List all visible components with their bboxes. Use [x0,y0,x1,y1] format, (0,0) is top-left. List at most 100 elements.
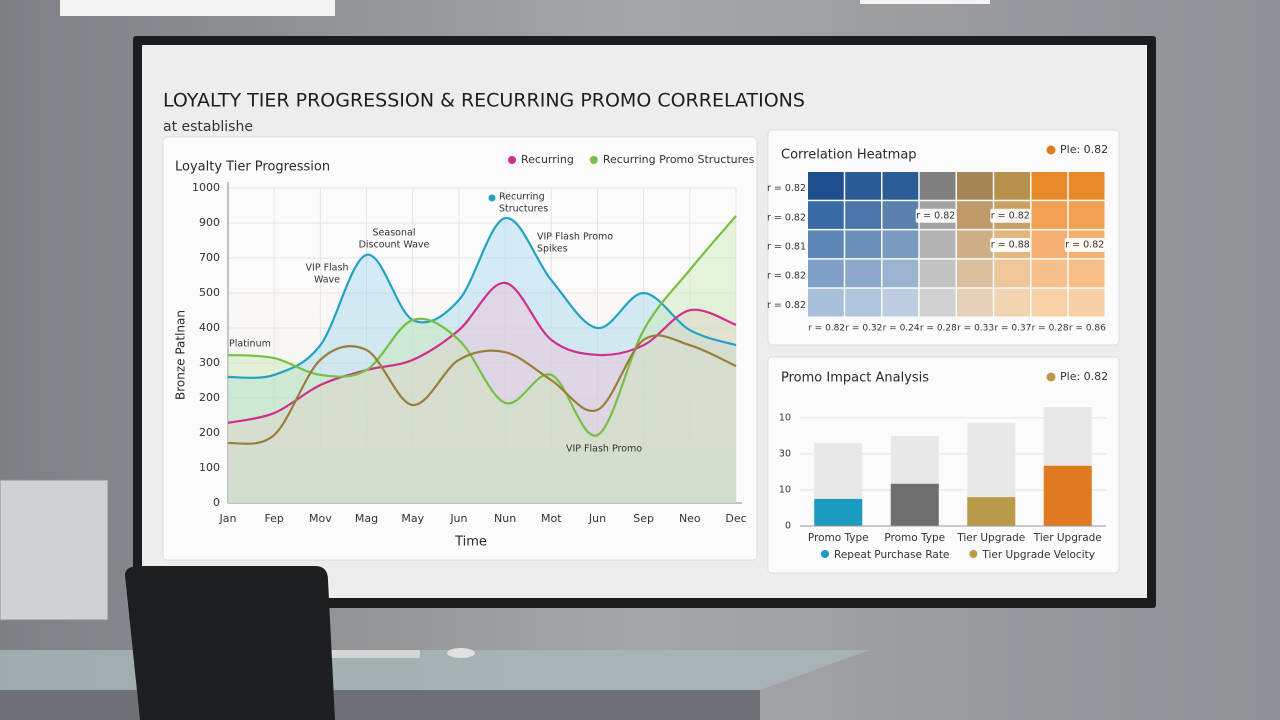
legend-label: Tier Upgrade Velocity [981,549,1095,561]
series-line [227,281,737,424]
heatmap-cell [882,201,919,229]
heatmap-cell [957,201,993,229]
cell-label: r = 0.88 [991,240,1030,251]
chart-title: Loyalty Tier Progression [175,160,330,175]
x-tick-label: Sep [633,512,654,525]
chart-title: Correlation Heatmap [781,148,917,163]
y-tick-label: 0 [785,521,791,532]
cell-label-bg [915,208,956,223]
table-edge [0,690,760,720]
heatmap-cell [919,230,956,259]
heatmap-cell [1031,230,1068,259]
heatmap-cell [1031,201,1068,229]
y-tick-label: 200 [199,426,220,439]
heatmap-cell [1068,288,1105,317]
mouse [447,648,475,658]
y-tick-label: 1000 [192,181,220,194]
cell-label-bg [990,208,1031,223]
x-tick-label: Jun [449,512,467,525]
bar [967,497,1016,526]
heatmap-cell [994,259,1030,288]
x-tick-label: Dec [725,512,746,525]
annotation: Structures [499,204,548,215]
col-label: r = 0.37 [994,324,1031,334]
row-label: r = 0.82 [767,300,806,311]
series-area [228,216,736,503]
heatmap-cell [1031,288,1068,317]
ceiling-light [860,0,990,4]
heatmap-cell [882,230,919,259]
heatmap-cell [808,201,844,229]
bar [890,483,939,526]
x-axis-label: Time [454,535,487,550]
annotation: VIP Flash [306,263,349,274]
heatmap-cell [845,259,881,288]
x-tick-label: Mov [309,512,332,525]
y-tick-label: 30 [779,448,791,459]
heatmap-cell [957,230,993,259]
x-tick-label: Jan [219,512,237,525]
dashboard-title: LOYALTY TIER PROGRESSION & RECURRING PRO… [163,90,805,112]
x-tick-label: May [401,512,424,525]
y-tick-label: 100 [199,461,220,474]
heatmap-cell [882,259,919,288]
col-label: r = 0.28 [920,324,957,334]
legend-label: Ple: 0.82 [1060,370,1108,383]
heatmap-cell [882,172,919,200]
heatmap-cell [808,259,844,288]
annotation: VIP Flash Promo [566,444,642,455]
heatmap-cell [1068,259,1105,288]
x-tick-label: Fep [264,512,283,525]
area-base [228,288,736,503]
series-line [227,215,737,437]
col-label: r = 0.28 [1032,324,1069,334]
y-tick-label: 0 [213,496,220,509]
col-label: r = 0.82 [808,324,845,334]
y-tick-label: 700 [199,251,220,264]
row-label: r = 0.82 [767,271,806,282]
legend-swatch [969,550,978,558]
heatmap-cell [957,288,993,317]
bar [814,498,863,526]
keyboard [330,650,420,658]
x-tick-label: Tier Upgrade [1033,532,1102,544]
row-label: r = 0.81 [767,242,806,253]
heatmap-cell [845,288,881,317]
heatmap-cell [994,288,1030,317]
y-tick-label: 10 [779,484,791,495]
annotation: VIP Flash Promo [537,232,613,243]
series-line [227,334,737,445]
bar [1043,465,1092,526]
ceiling-light [60,0,335,16]
heatmap-cell [957,172,993,200]
legend-swatch [1046,145,1056,155]
y-tick-label: 500 [199,286,220,299]
heatmap-cell [845,230,881,259]
legend-label: Recurring [521,153,574,166]
cell-label: r = 0.82 [1065,240,1104,251]
annotation: Platinum [229,339,271,350]
x-tick-label: Mag [355,512,378,525]
x-tick-label: Tier Upgrade [956,532,1025,544]
series-area [228,217,736,503]
glass-table [0,650,870,690]
heatmap-cell [919,259,956,288]
annotation-dot [488,194,496,202]
heatmap-cell [957,259,993,288]
heatmap-cell [1068,201,1105,229]
series-line [227,216,737,379]
heatmap-cell [919,288,956,317]
y-tick-label: 400 [199,321,220,334]
heatmap-cell [882,288,919,317]
series-area [228,282,736,503]
col-label: r = 0.32 [845,324,882,334]
annotation: Recurring [499,192,545,203]
legend-swatch [508,156,516,164]
row-label: r = 0.82 [767,212,806,223]
heatmap-cell [1068,172,1105,200]
heatmap-cell [808,230,844,259]
row-label: r = 0.82 [767,183,806,194]
legend-label: Repeat Purchase Rate [834,549,949,561]
x-tick-label: Jun [588,512,606,525]
